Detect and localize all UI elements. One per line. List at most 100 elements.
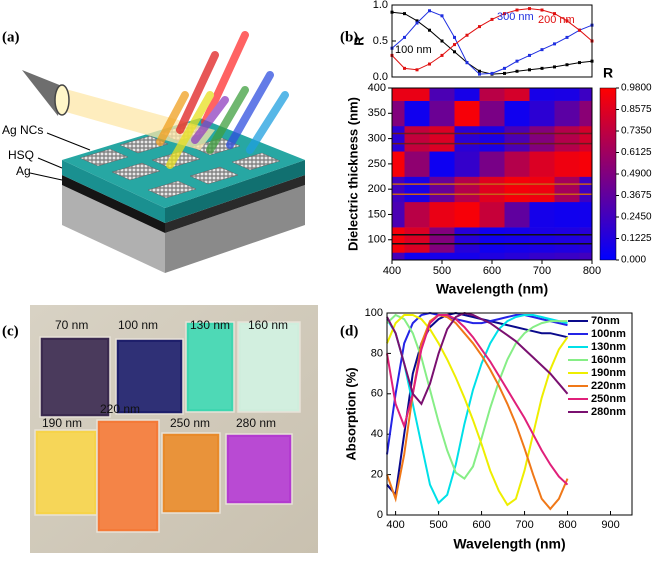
- heat-cell: [479, 252, 505, 260]
- point: [553, 65, 556, 69]
- y-tick-label: 400: [368, 82, 386, 94]
- heatmap-cells: [392, 88, 592, 260]
- heat-cell: [504, 151, 530, 177]
- heat-cell: [429, 252, 455, 260]
- island: [79, 148, 129, 167]
- legend-label: 130nm: [591, 341, 626, 353]
- light-cone-beam: [62, 88, 215, 150]
- y-tick-label: 0.5: [373, 35, 388, 47]
- heat-cell: [404, 176, 430, 203]
- heat-cell: [579, 227, 592, 253]
- leader-line: [46, 132, 91, 151]
- point: [515, 8, 519, 12]
- colorbar-tick-label: 0.3675: [621, 190, 652, 201]
- sample-label: 70 nm: [55, 318, 88, 332]
- sample-sheen: [165, 436, 217, 510]
- y-axis-label: Dielectric thickness (nm): [345, 97, 360, 251]
- heat-cell: [429, 88, 455, 101]
- heat-cell: [554, 227, 580, 253]
- layer-label: Ag: [16, 164, 31, 178]
- legend-label: 100nm: [591, 328, 626, 340]
- sample: [237, 321, 301, 413]
- colorbar: [599, 87, 617, 261]
- point: [428, 28, 431, 32]
- heat-cell: [429, 201, 455, 228]
- heat-cell: [554, 176, 580, 203]
- island: [189, 166, 239, 185]
- point: [478, 25, 481, 29]
- x-tick-label: 400: [386, 519, 404, 531]
- point: [540, 48, 544, 52]
- sample: [115, 338, 184, 415]
- heat-cell: [429, 151, 455, 177]
- sample-sheen: [241, 325, 297, 409]
- heat-cell: [529, 125, 555, 152]
- sample-label: 190 nm: [42, 416, 82, 430]
- heat-cell: [429, 100, 455, 127]
- point: [565, 19, 569, 23]
- heat-cell: [504, 201, 530, 228]
- point: [490, 17, 494, 21]
- y-axis-label: Absorption (%): [343, 367, 358, 460]
- heat-cell: [554, 100, 580, 127]
- beam: [226, 71, 274, 149]
- heat-cell: [404, 227, 430, 253]
- layer-label: HSQ: [8, 148, 34, 162]
- sample: [39, 336, 111, 418]
- heat-cell: [392, 100, 405, 127]
- heat-cell: [392, 176, 405, 203]
- illustration: [22, 31, 305, 273]
- point: [478, 72, 481, 76]
- x-axis-label: Wavelength (nm): [436, 281, 548, 297]
- x-tick-label: 600: [483, 265, 501, 277]
- ag-layer-right: [165, 175, 305, 233]
- x-tick-label: 800: [558, 519, 576, 531]
- series-annotation: 300 nm: [497, 11, 534, 23]
- y-tick-label: 1.0: [373, 0, 388, 11]
- x-tick-label: 700: [533, 265, 551, 277]
- point: [528, 53, 531, 57]
- heat-cell: [454, 125, 480, 152]
- hsq-left: [62, 160, 165, 223]
- legend-label: 70nm: [591, 315, 620, 327]
- point: [415, 68, 419, 72]
- heat-cell: [554, 252, 580, 260]
- heat-cell: [454, 227, 480, 253]
- point: [490, 71, 494, 75]
- beam: [166, 91, 214, 169]
- x-tick-label: 400: [383, 265, 401, 277]
- x-tick-label: 600: [472, 519, 490, 531]
- sample-sheen: [38, 433, 94, 512]
- heat-cell: [454, 88, 480, 101]
- x-axis-label: Wavelength (nm): [453, 536, 565, 552]
- heat-cell: [579, 252, 592, 260]
- colorbar-tick-label: 0.4900: [621, 169, 652, 180]
- point: [503, 71, 506, 75]
- sample: [96, 419, 160, 533]
- heat-cell: [504, 100, 530, 127]
- leader-line: [37, 157, 63, 169]
- point: [578, 61, 581, 65]
- heat-cell: [554, 201, 580, 228]
- series-annotation: 100 nm: [395, 44, 432, 56]
- series-line: [386, 311, 568, 455]
- point: [503, 66, 506, 70]
- x-tick-label: 500: [433, 265, 451, 277]
- heat-cell: [529, 88, 555, 101]
- heat-cell: [454, 151, 480, 177]
- point: [428, 9, 431, 13]
- island: [231, 152, 281, 171]
- heat-cell: [529, 227, 555, 253]
- point: [565, 63, 569, 67]
- island: [111, 162, 161, 181]
- heat-cell: [392, 201, 405, 228]
- heat-cell: [479, 201, 505, 228]
- leader-lines: [29, 132, 91, 181]
- heat-cell: [504, 88, 530, 101]
- sample-sheen: [119, 342, 180, 411]
- island: [147, 180, 197, 199]
- y-tick-label: 20: [371, 469, 383, 481]
- y-tick-label: 40: [371, 428, 383, 440]
- heat-cell: [404, 100, 430, 127]
- heat-cell: [504, 227, 530, 253]
